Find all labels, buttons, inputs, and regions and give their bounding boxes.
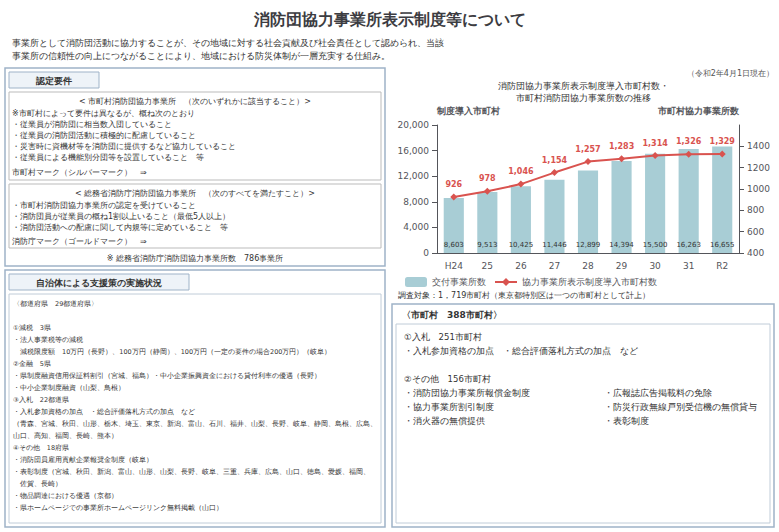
svg-text:・災害時に資機材等を消防団に提供するなど協力していること: ・災害時に資機材等を消防団に提供するなど協力していること (12, 142, 236, 151)
svg-text:※ 総務省消防庁消防団協力事業所数 786事業所: ※ 総務省消防庁消防団協力事業所数 786事業所 (107, 254, 284, 263)
svg-text:・県制度融資信用保証料割引（宮城、福島）・中小企業振興資金に: ・県制度融資信用保証料割引（宮城、福島）・中小企業振興資金における貸付利率の優遇… (13, 372, 321, 380)
svg-text:400: 400 (747, 248, 764, 258)
svg-text:・県ホームページでの事業所ホームページリンク無料掲載（山口）: ・県ホームページでの事業所ホームページリンク無料掲載（山口） (13, 504, 223, 512)
svg-text:・従業員による機能別分団等を設置していること 等: ・従業員による機能別分団等を設置していること 等 (12, 153, 204, 162)
svg-text:調査対象：1，719市町村（東京都特別区は一つの市町村として: 調査対象：1，719市町村（東京都特別区は一つの市町村として計上） (398, 291, 650, 300)
svg-text:1000: 1000 (747, 184, 770, 194)
svg-text:・入札参加資格の加点 ・総合評価落札方式の加点 など: ・入札参加資格の加点 ・総合評価落札方式の加点 など (404, 346, 638, 356)
svg-text:14,394: 14,394 (609, 241, 634, 249)
svg-text:978: 978 (479, 174, 496, 183)
svg-text:認定要件: 認定要件 (35, 76, 72, 86)
svg-text:・入札参加資格の加点 ・総合評価落札方式の加点 など: ・入札参加資格の加点 ・総合評価落札方式の加点 など (13, 408, 195, 416)
svg-text:926: 926 (445, 180, 462, 189)
svg-text:（令和2年4月1日現在）: （令和2年4月1日現在） (687, 69, 774, 78)
svg-text:0: 0 (423, 248, 429, 258)
svg-text:30: 30 (649, 261, 661, 271)
svg-text:< 総務省消防庁消防団協力事業所 （次のすべてを満たすこと）: < 総務省消防庁消防団協力事業所 （次のすべてを満たすこと）> (75, 189, 315, 198)
svg-text:佐賀、長崎）: 佐賀、長崎） (13, 480, 62, 488)
svg-text:・消防団員が従業員の概ね1割以上いること（最低5人以上）: ・消防団員が従業員の概ね1割以上いること（最低5人以上） (12, 212, 230, 221)
svg-text:8,603: 8,603 (444, 241, 464, 249)
svg-text:消防庁マーク（ゴールドマーク） ⇒: 消防庁マーク（ゴールドマーク） ⇒ (12, 237, 147, 246)
svg-text:31: 31 (683, 261, 694, 271)
svg-text:26: 26 (515, 261, 527, 271)
svg-text:②金融 5県: ②金融 5県 (13, 360, 51, 368)
svg-text:R2: R2 (716, 261, 728, 271)
svg-text:③入札 22都道県: ③入札 22都道県 (13, 396, 69, 404)
svg-text:1,329: 1,329 (710, 137, 736, 146)
svg-text:1,154: 1,154 (542, 156, 568, 165)
svg-text:〈都道府県 29都道府県〉: 〈都道府県 29都道府県〉 (13, 300, 98, 308)
svg-text:27: 27 (549, 261, 560, 271)
svg-text:25: 25 (482, 261, 493, 271)
svg-text:12,000: 12,000 (398, 171, 430, 181)
svg-text:〈市町村 388市町村〉: 〈市町村 388市町村〉 (402, 310, 502, 320)
svg-text:・物品調達における優遇（京都）: ・物品調達における優遇（京都） (13, 492, 118, 500)
svg-text:15,500: 15,500 (643, 241, 668, 249)
svg-text:市町村マーク（シルバーマーク） ⇒: 市町村マーク（シルバーマーク） ⇒ (12, 168, 147, 177)
svg-text:H24: H24 (445, 261, 463, 271)
svg-text:消防団協力事業所表示制度導入市町村数・: 消防団協力事業所表示制度導入市町村数・ (498, 81, 669, 91)
svg-text:4,000: 4,000 (403, 222, 429, 232)
svg-text:1200: 1200 (747, 163, 770, 173)
svg-text:消防団協力事業所表示制度等について: 消防団協力事業所表示制度等について (253, 10, 526, 29)
svg-text:28: 28 (582, 261, 594, 271)
svg-text:※市町村によって要件は異なるが、概ね次のとおり: ※市町村によって要件は異なるが、概ね次のとおり (12, 109, 195, 118)
svg-text:11,446: 11,446 (542, 241, 567, 249)
svg-text:自治体による支援策の実施状況: 自治体による支援策の実施状況 (36, 278, 162, 288)
svg-text:減税限度額 10万円（長野）、100万円（静岡）、100万円: 減税限度額 10万円（長野）、100万円（静岡）、100万円（一定の要件の場合2… (13, 348, 332, 356)
svg-text:・消火器の無償提供: ・消火器の無償提供 (404, 416, 485, 426)
svg-text:①減税 3県: ①減税 3県 (13, 324, 51, 332)
svg-text:交付事業所数: 交付事業所数 (432, 277, 486, 287)
svg-text:・表彰制度（宮城、秋田、新潟、富山、山形、山梨、長野、岐阜、: ・表彰制度（宮城、秋田、新潟、富山、山形、山梨、長野、岐阜、三重、兵庫、広島、山… (13, 468, 370, 476)
svg-text:・協力事業所割引制度: ・協力事業所割引制度 (404, 402, 494, 412)
svg-text:・消防団協力事業所報償金制度: ・消防団協力事業所報償金制度 (404, 388, 530, 398)
svg-text:8,000: 8,000 (403, 197, 429, 207)
svg-text:16,655: 16,655 (710, 241, 735, 249)
svg-text:市町村協力事業所数: 市町村協力事業所数 (657, 106, 740, 116)
svg-text:・法人事業税等の減税: ・法人事業税等の減税 (13, 336, 83, 344)
svg-text:・従業員の消防団活動に積極的に配慮していること: ・従業員の消防団活動に積極的に配慮していること (12, 131, 196, 140)
svg-text:（青森、宮城、秋田、山形、栃木、埼玉、東京、新潟、富山、石川: （青森、宮城、秋田、山形、栃木、埼玉、東京、新潟、富山、石川、福井、山梨、長野、… (13, 420, 377, 428)
svg-text:②その他 156市町村: ②その他 156市町村 (404, 374, 491, 384)
svg-text:1,326: 1,326 (676, 137, 702, 146)
svg-text:①入札 251市町村: ①入札 251市町村 (404, 332, 482, 342)
svg-text:・中小企業制度融資（山梨、鳥根）: ・中小企業制度融資（山梨、鳥根） (13, 384, 125, 392)
svg-text:・市町村消防団協力事業所の認定を受けていること: ・市町村消防団協力事業所の認定を受けていること (12, 201, 196, 210)
svg-text:・消防団活動への配慮に関して内規等に定めていること 等: ・消防団活動への配慮に関して内規等に定めていること 等 (12, 223, 228, 232)
svg-text:29: 29 (616, 261, 628, 271)
svg-text:1,046: 1,046 (508, 167, 534, 176)
svg-text:10,425: 10,425 (509, 241, 534, 249)
svg-text:1,283: 1,283 (609, 142, 634, 151)
svg-text:12,899: 12,899 (576, 241, 601, 249)
svg-text:事業所の信頼性の向上につながることにより、地域における防災体: 事業所の信頼性の向上につながることにより、地域における防災体制が一層充実する仕組… (12, 51, 390, 61)
svg-text:・防災行政無線戸別受信機の無償貸与: ・防災行政無線戸別受信機の無償貸与 (604, 402, 757, 412)
svg-text:20,000: 20,000 (398, 120, 430, 130)
svg-text:16,000: 16,000 (398, 146, 430, 156)
svg-text:9,513: 9,513 (477, 241, 497, 249)
svg-text:④その他 18府県: ④その他 18府県 (13, 444, 69, 452)
svg-text:事業所として消防団活動に協力することが、その地域に対する社会: 事業所として消防団活動に協力することが、その地域に対する社会貢献及び社会責任とし… (12, 38, 444, 48)
svg-text:16,263: 16,263 (676, 241, 701, 249)
svg-text:1,257: 1,257 (575, 145, 600, 154)
svg-text:・表彰制度: ・表彰制度 (604, 416, 649, 426)
svg-text:協力事業所表示制度導入市町村数: 協力事業所表示制度導入市町村数 (522, 277, 657, 287)
svg-text:・従業員が消防団に相当数入団していること: ・従業員が消防団に相当数入団していること (12, 120, 172, 129)
svg-text:・消防団員雇用貢献企業報奨金制度（岐阜）: ・消防団員雇用貢献企業報奨金制度（岐阜） (13, 456, 153, 464)
svg-text:< 市町村消防団協力事業所 （次のいずれかに該当すること）>: < 市町村消防団協力事業所 （次のいずれかに該当すること）> (79, 97, 311, 106)
svg-text:1,314: 1,314 (642, 139, 668, 148)
svg-text:制度導入市町村: 制度導入市町村 (436, 106, 500, 116)
svg-text:800: 800 (747, 205, 764, 215)
svg-text:1400: 1400 (747, 141, 770, 151)
svg-text:・広報誌広告掲載料の免除: ・広報誌広告掲載料の免除 (604, 388, 712, 398)
svg-text:山口、高知、福岡、長崎、熊本）: 山口、高知、福岡、長崎、熊本） (13, 432, 118, 440)
svg-text:600: 600 (747, 227, 764, 237)
svg-text:市町村消防団協力事業所数の推移: 市町村消防団協力事業所数の推移 (516, 93, 651, 103)
